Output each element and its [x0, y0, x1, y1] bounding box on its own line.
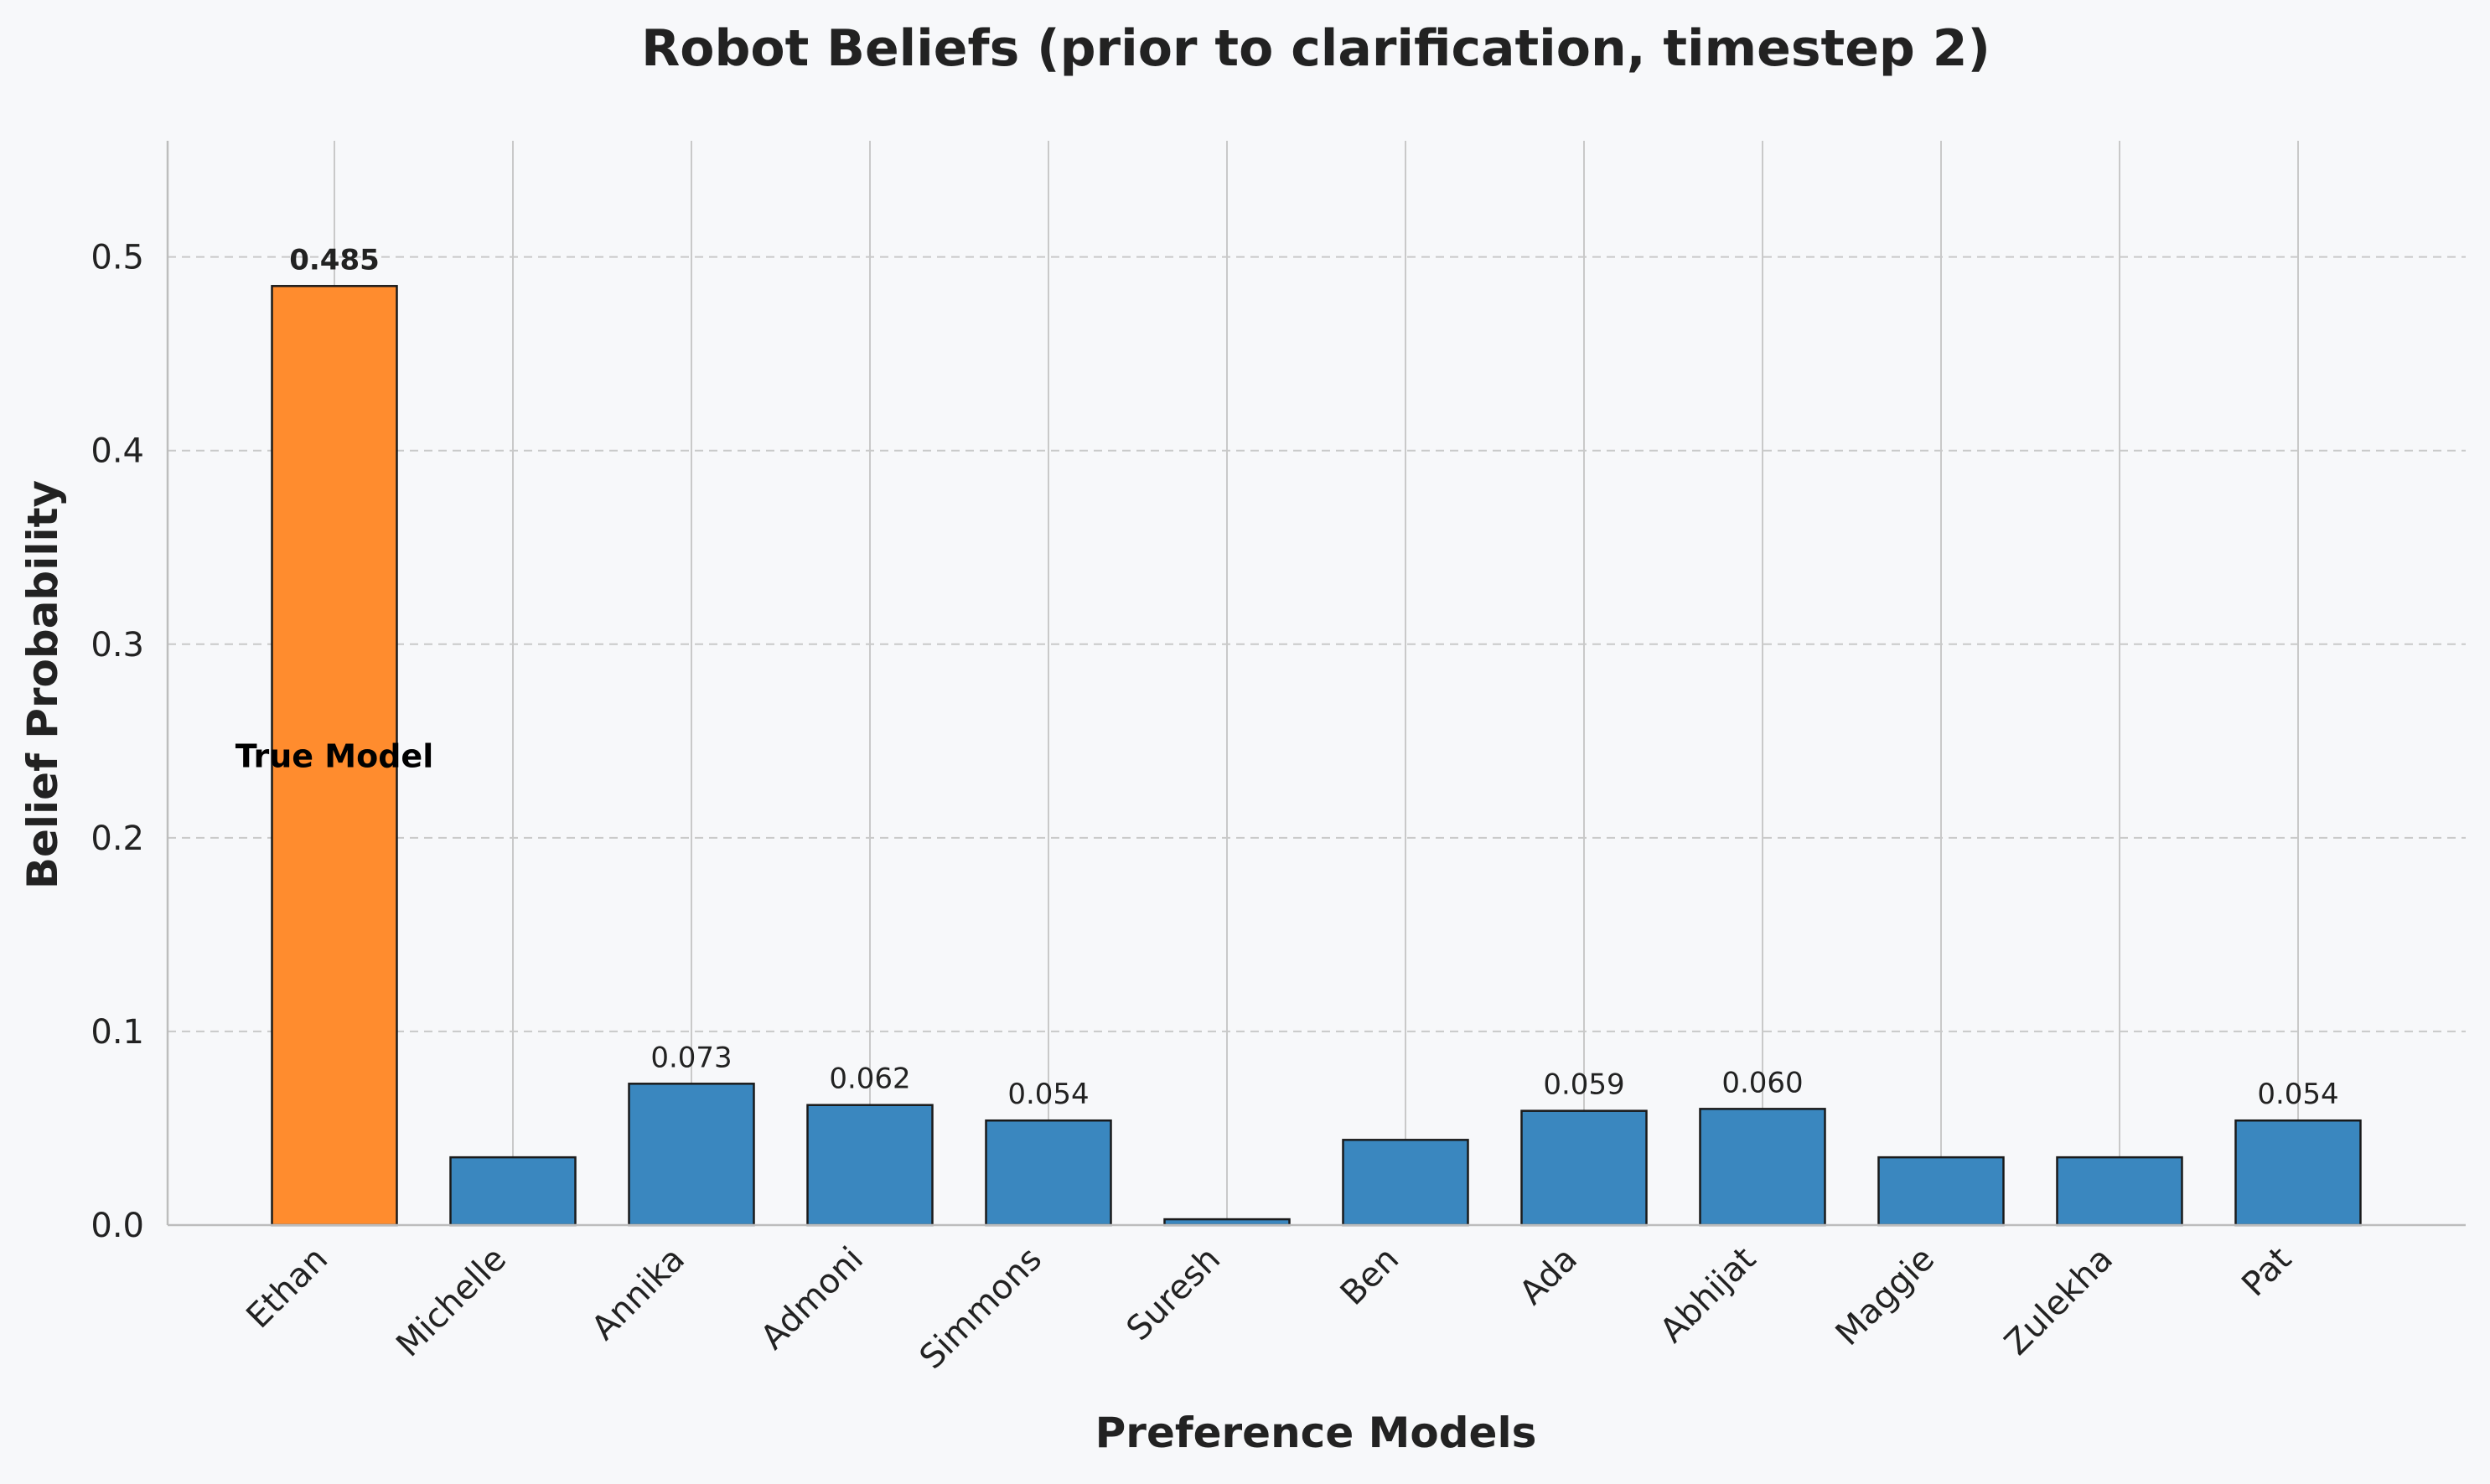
bar-zulekha	[2056, 1156, 2183, 1227]
value-label: 0.073	[650, 1041, 732, 1074]
bar-ben	[1342, 1139, 1469, 1227]
value-label: 0.062	[829, 1063, 910, 1096]
value-label: 0.054	[2257, 1078, 2338, 1111]
y-axis-label: Belief Probability	[18, 480, 67, 889]
bar-annika	[628, 1083, 755, 1227]
bar-admoni	[806, 1104, 934, 1227]
chart-title: Robot Beliefs (prior to clarification, t…	[641, 19, 1990, 78]
value-label: 0.054	[1007, 1078, 1089, 1111]
bar-maggie	[1877, 1156, 2005, 1227]
axes-layer	[166, 141, 2466, 1227]
bar-pat	[2234, 1119, 2362, 1227]
bar-ethan	[271, 285, 398, 1227]
grid-layer	[168, 141, 2466, 1225]
y-tick-label: 0.3	[91, 626, 144, 664]
y-tick-label: 0.1	[91, 1013, 144, 1052]
y-tick-label: 0.0	[91, 1207, 144, 1245]
bar-abhijat	[1699, 1108, 1826, 1227]
value-label: 0.060	[1721, 1066, 1803, 1099]
bar-ada	[1520, 1109, 1648, 1227]
bar-simmons	[985, 1119, 1112, 1227]
bars-layer	[271, 285, 2362, 1227]
bar-michelle	[449, 1156, 577, 1227]
true-model-annotation: True Model	[236, 738, 433, 775]
x-axis-label: Preference Models	[1095, 1409, 1537, 1457]
y-tick-label: 0.4	[91, 432, 144, 471]
y-tick-label: 0.5	[91, 239, 144, 277]
value-label: 0.485	[289, 243, 380, 277]
y-tick-label: 0.2	[91, 820, 144, 858]
value-label: 0.059	[1543, 1068, 1624, 1102]
